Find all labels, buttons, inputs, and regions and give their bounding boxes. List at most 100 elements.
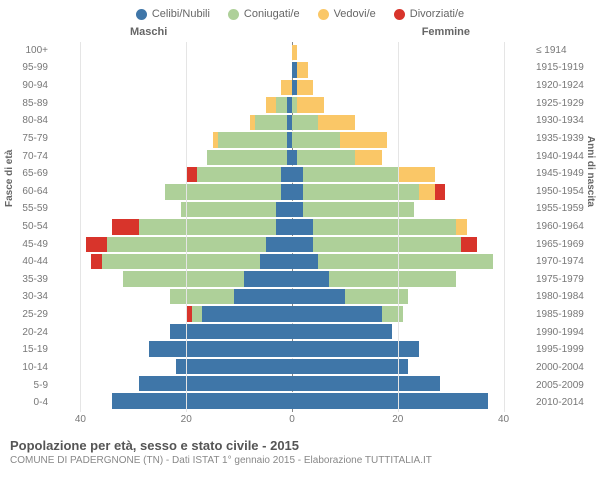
pyramid-row [54, 96, 530, 113]
pyramid-row [54, 79, 530, 96]
female-bar [292, 184, 530, 199]
x-tick: 40 [75, 414, 86, 425]
birth-label: 1995-1999 [532, 345, 590, 355]
male-bar [54, 341, 292, 356]
gridline [186, 42, 187, 412]
male-bar [54, 324, 292, 339]
birth-label: 1965-1969 [532, 240, 590, 250]
female-bar [292, 202, 530, 217]
age-label: 60-64 [10, 187, 52, 197]
age-label: 0-4 [10, 398, 52, 408]
segment-c [292, 167, 303, 182]
segment-c [139, 376, 292, 391]
female-bar [292, 80, 530, 95]
male-bar [54, 132, 292, 147]
segment-w [297, 62, 308, 77]
segment-c [292, 306, 382, 321]
legend-label: Vedovi/e [334, 8, 376, 20]
segment-m [329, 271, 456, 286]
segment-m [382, 306, 403, 321]
segment-c [276, 202, 292, 217]
male-bar [54, 271, 292, 286]
legend-swatch [394, 9, 405, 20]
birth-label: 1960-1964 [532, 222, 590, 232]
gridline [504, 42, 505, 412]
segment-c [281, 167, 292, 182]
age-label: 55-59 [10, 204, 52, 214]
male-bar [54, 115, 292, 130]
birth-label: 1955-1959 [532, 204, 590, 214]
female-bar [292, 289, 530, 304]
segment-m [297, 150, 355, 165]
age-label: 50-54 [10, 222, 52, 232]
x-tick: 40 [498, 414, 509, 425]
segment-d [91, 254, 102, 269]
segment-c [292, 289, 345, 304]
age-label: 100+ [10, 46, 52, 56]
pyramid-row [54, 61, 530, 78]
birth-label: 1950-1954 [532, 187, 590, 197]
age-label: 30-34 [10, 292, 52, 302]
legend-swatch [228, 9, 239, 20]
age-label: 90-94 [10, 81, 52, 91]
segment-w [355, 150, 381, 165]
birth-label: 1990-1994 [532, 328, 590, 338]
male-bar [54, 237, 292, 252]
female-bar [292, 237, 530, 252]
segment-w [281, 80, 292, 95]
age-label: 65-69 [10, 169, 52, 179]
chart-area: Fasce di età Anni di nascita 100+95-9990… [10, 42, 590, 432]
legend-label: Divorziati/e [410, 8, 464, 20]
segment-c [170, 324, 292, 339]
segment-m [197, 167, 282, 182]
age-label: 10-14 [10, 363, 52, 373]
segment-w [297, 97, 323, 112]
segment-c [292, 341, 419, 356]
x-tick: 20 [392, 414, 403, 425]
footer: Popolazione per età, sesso e stato civil… [10, 438, 590, 466]
segment-m [207, 150, 286, 165]
segment-c [292, 219, 313, 234]
chart-title: Popolazione per età, sesso e stato civil… [10, 438, 590, 453]
segment-d [461, 237, 477, 252]
female-bar [292, 150, 530, 165]
segment-c [149, 341, 292, 356]
male-bar [54, 184, 292, 199]
segment-m [170, 289, 233, 304]
age-label: 95-99 [10, 63, 52, 73]
age-label: 20-24 [10, 328, 52, 338]
segment-c [292, 254, 318, 269]
female-bar [292, 376, 530, 391]
pyramid-row [54, 131, 530, 148]
segment-c [292, 393, 488, 408]
female-bar [292, 132, 530, 147]
pyramid-row [54, 392, 530, 409]
male-bar [54, 359, 292, 374]
segment-m [292, 115, 318, 130]
birth-label: 2005-2009 [532, 381, 590, 391]
birth-label: 1980-1984 [532, 292, 590, 302]
birth-label: 1945-1949 [532, 169, 590, 179]
female-bar [292, 45, 530, 60]
rows [54, 44, 530, 410]
segment-m [292, 132, 340, 147]
segment-m [192, 306, 203, 321]
segment-m [318, 254, 493, 269]
male-bar [54, 97, 292, 112]
segment-m [165, 184, 281, 199]
segment-c [292, 202, 303, 217]
pyramid-row [54, 201, 530, 218]
male-bar [54, 167, 292, 182]
segment-c [276, 219, 292, 234]
segment-m [123, 271, 245, 286]
pyramid-row [54, 270, 530, 287]
male-bar [54, 254, 292, 269]
legend-swatch [136, 9, 147, 20]
segment-m [303, 167, 398, 182]
legend: Celibi/NubiliConiugati/eVedovi/eDivorzia… [10, 8, 590, 20]
segment-m [255, 115, 287, 130]
birth-label: 2000-2004 [532, 363, 590, 373]
x-axis: 402002040 [54, 414, 530, 432]
pyramid-row [54, 183, 530, 200]
pyramid-row [54, 358, 530, 375]
